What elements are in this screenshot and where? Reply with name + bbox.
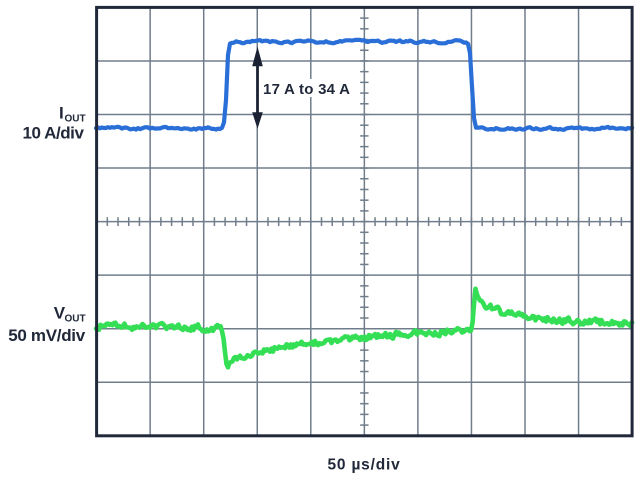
svg-text:OUT: OUT [65,314,86,325]
svg-text:10 A/div: 10 A/div [23,124,85,143]
svg-text:50 µs/div: 50 µs/div [328,457,401,474]
svg-text:V: V [54,304,66,323]
svg-text:I: I [59,103,64,122]
svg-text:50 mV/div: 50 mV/div [8,326,86,345]
svg-text:17 A to 34 A: 17 A to 34 A [263,81,350,98]
svg-text:OUT: OUT [65,113,86,124]
